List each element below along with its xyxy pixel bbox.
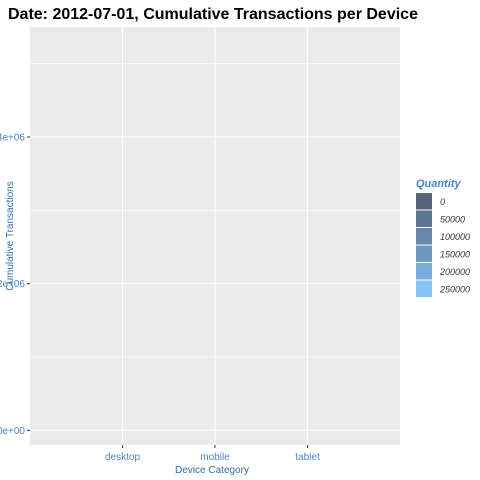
legend-label: 250000 [439,285,470,295]
legend-swatch [416,193,432,210]
legend-swatch [416,228,432,245]
x-axis: desktop mobile tablet [105,445,320,463]
legend: Quantity 0 50000 100000 150000 200000 250000 [416,178,470,297]
y-axis-title: Cumulative Transactions [5,181,16,291]
legend-label: 50000 [440,215,465,225]
chart-title: Date: 2012-07-01, Cumulative Transaction… [8,6,418,23]
legend-swatch [416,246,432,263]
legend-swatch [416,263,432,280]
x-tick-label: desktop [105,452,140,463]
legend-label: 200000 [439,267,470,277]
legend-label: 150000 [440,250,470,260]
x-tick-label: tablet [295,452,320,463]
x-tick-label: mobile [200,452,230,463]
x-axis-title: Device Category [175,465,249,476]
legend-swatch [416,281,432,298]
legend-swatch [416,211,432,228]
legend-title: Quantity [416,178,461,190]
legend-label: 100000 [440,232,470,242]
y-tick-label: 0e+00 [0,426,25,437]
y-tick-label: 4e+06 [0,133,25,144]
legend-label: 0 [440,197,445,207]
